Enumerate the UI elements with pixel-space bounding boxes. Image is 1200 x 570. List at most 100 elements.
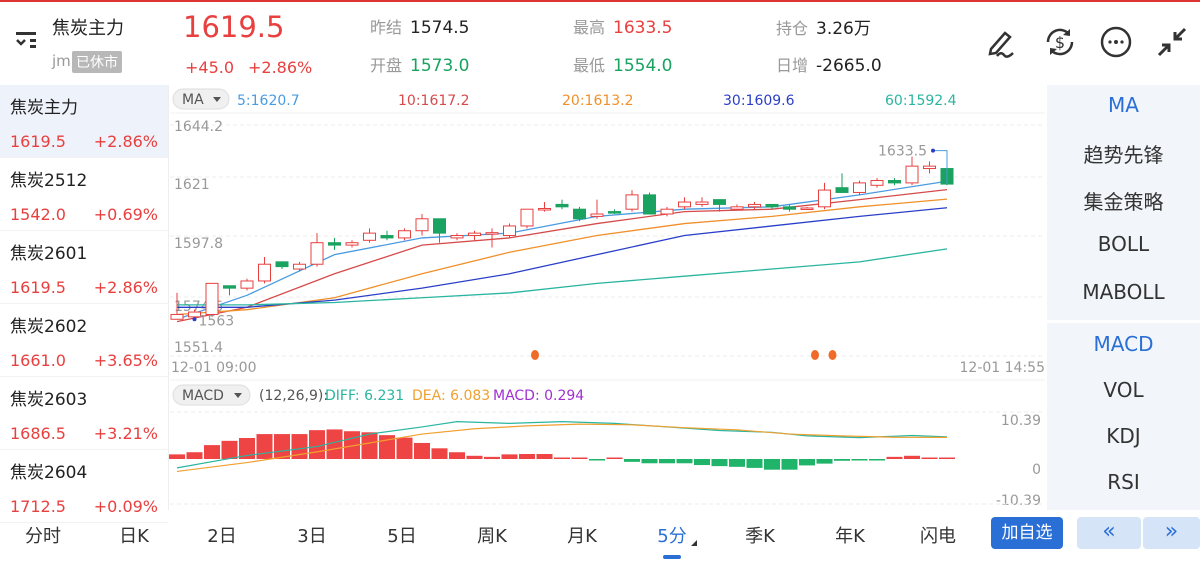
watchlist-item[interactable]: 焦炭2604 1712.5 +0.09% — [0, 450, 168, 523]
kline-chart[interactable]: MA 5:1620.7 10:1617.2 20:1613.2 30:1609.6 60:… — [0, 0, 1200, 510]
macd-bar — [536, 454, 553, 459]
candle-body — [748, 203, 761, 208]
dropdown-corner-icon — [691, 540, 697, 546]
prev-contract-button[interactable]: « — [1077, 517, 1141, 549]
watchlist-item[interactable]: 焦炭主力 1619.5 +2.86% — [0, 85, 168, 158]
period-tab[interactable]: 5日 — [387, 526, 417, 547]
indicator-main-BOLL[interactable]: BOLL — [1097, 232, 1150, 256]
candle-body — [853, 182, 866, 193]
period-tab[interactable]: 2日 — [207, 526, 237, 547]
macd-label: MACD: 0.294 — [493, 388, 584, 404]
indicator-main-MABOLL[interactable]: MABOLL — [1082, 280, 1165, 304]
stat-label: 日增 — [776, 56, 809, 75]
macd-bar — [484, 456, 500, 459]
macd-bar — [554, 457, 570, 459]
macd-selector-button[interactable] — [172, 384, 251, 406]
period-tab[interactable]: 3日 — [297, 526, 327, 547]
period-tab[interactable]: 月K — [567, 526, 597, 547]
item-price: 1686.5 — [10, 424, 66, 443]
stat-4: 最低 1554.0 — [573, 52, 673, 76]
active-tab-indicator — [663, 555, 681, 559]
period-tab[interactable]: 季K — [745, 526, 775, 547]
indicator-main-MA[interactable]: MA — [1108, 93, 1139, 117]
period-tab[interactable]: 闪电 — [920, 526, 956, 547]
macd-selector-label: MACD — [182, 388, 224, 404]
next-contract-button[interactable]: » — [1143, 517, 1200, 549]
item-pct: +2.86% — [93, 132, 158, 151]
candle-body — [573, 208, 586, 220]
item-pct: +0.69% — [93, 205, 158, 224]
period-tab[interactable]: 日K — [119, 526, 149, 547]
watchlist-item[interactable]: 焦炭2512 1542.0 +0.69% — [0, 158, 168, 231]
watchlist-item[interactable]: 焦炭2603 1686.5 +3.21% — [0, 377, 168, 450]
candle-body — [293, 263, 306, 270]
macd-bar — [256, 434, 273, 459]
stat-value: 3.26万 — [816, 19, 871, 39]
macd-bar — [589, 459, 605, 461]
watchlist: 焦炭主力 1619.5 +2.86% 焦炭2512 1542.0 +0.69% 焦炭2601… — [0, 85, 168, 523]
candle-body — [713, 199, 726, 205]
sign-icon[interactable] — [985, 25, 1019, 63]
ma-line-0 — [176, 180, 948, 320]
ma-selector-button[interactable] — [172, 88, 230, 110]
candle-body — [538, 207, 551, 211]
period-tab[interactable]: 5分 — [657, 526, 687, 547]
period-tab[interactable]: 周K — [477, 526, 507, 547]
event-marker — [828, 350, 837, 360]
menu-toggle-icon[interactable] — [14, 30, 40, 56]
macd-bar — [904, 455, 920, 459]
item-pct: +2.86% — [93, 278, 158, 297]
candle-body — [433, 218, 446, 234]
watchlist-item[interactable]: 焦炭2602 1661.0 +3.65% — [0, 304, 168, 377]
dea-line — [176, 423, 948, 473]
candle-body — [590, 213, 604, 217]
macd-bar — [326, 429, 343, 459]
more-icon[interactable] — [1099, 25, 1133, 63]
macd-bar — [414, 442, 430, 459]
item-name: 焦炭主力 — [10, 98, 78, 118]
dea-label: DEA: 6.083 — [412, 388, 490, 404]
period-tab[interactable]: 年K — [835, 526, 865, 547]
add-watchlist-button[interactable]: 加自选 — [991, 517, 1063, 549]
candle-body — [468, 232, 481, 237]
macd-bar — [816, 459, 833, 464]
watchlist-item[interactable]: 焦炭2601 1619.5 +2.86% — [0, 231, 168, 304]
high-marker-dot — [931, 148, 935, 153]
candle-body — [835, 187, 849, 193]
indicator-main-集金策略[interactable]: 集金策略 — [1083, 190, 1164, 214]
contract-code: jm — [52, 52, 71, 70]
item-name: 焦炭2601 — [10, 244, 88, 264]
collapse-icon[interactable] — [1155, 25, 1189, 63]
indicator-sub-RSI[interactable]: RSI — [1107, 470, 1140, 494]
candle-body — [328, 242, 341, 246]
indicator-sub-VOL[interactable]: VOL — [1103, 378, 1144, 402]
stat-value: -2665.0 — [816, 56, 882, 76]
period-tab-bar: 加自选 « » 分时 日K 2日 3日 5日 周K 月K 5分 季K 年K 闪电 — [0, 510, 1200, 570]
macd-bar — [361, 432, 378, 459]
indicator-main-趋势先锋[interactable]: 趋势先锋 — [1083, 143, 1164, 167]
contract-name: 焦炭主力 — [52, 18, 124, 39]
candle-body — [783, 206, 796, 210]
candle-body — [170, 313, 184, 320]
candle-body — [905, 165, 919, 184]
period-tab[interactable]: 分时 — [25, 526, 61, 547]
stat-value: 1574.5 — [410, 18, 470, 38]
candle-body — [870, 180, 884, 186]
macd-params: (12,26,9): — [259, 388, 328, 404]
indicator-sub-KDJ[interactable]: KDJ — [1106, 424, 1141, 448]
macd-bar — [396, 437, 413, 459]
macd-bar — [659, 459, 675, 464]
ma-line-1 — [176, 188, 948, 323]
ma-legend-0: 5:1620.7 — [237, 93, 300, 109]
indicator-sub-MACD[interactable]: MACD — [1093, 332, 1154, 356]
item-price: 1712.5 — [10, 497, 66, 516]
candle-body — [485, 232, 499, 235]
candle-body — [818, 189, 831, 208]
stat-label: 持仓 — [776, 19, 809, 38]
currency-exchange-icon[interactable]: $ — [1043, 25, 1077, 63]
stat-2: 持仓 3.26万 — [776, 14, 871, 39]
candle-body — [240, 280, 254, 289]
candle-body — [730, 206, 744, 210]
macd-bar — [606, 457, 623, 459]
macd-bar — [344, 431, 360, 459]
